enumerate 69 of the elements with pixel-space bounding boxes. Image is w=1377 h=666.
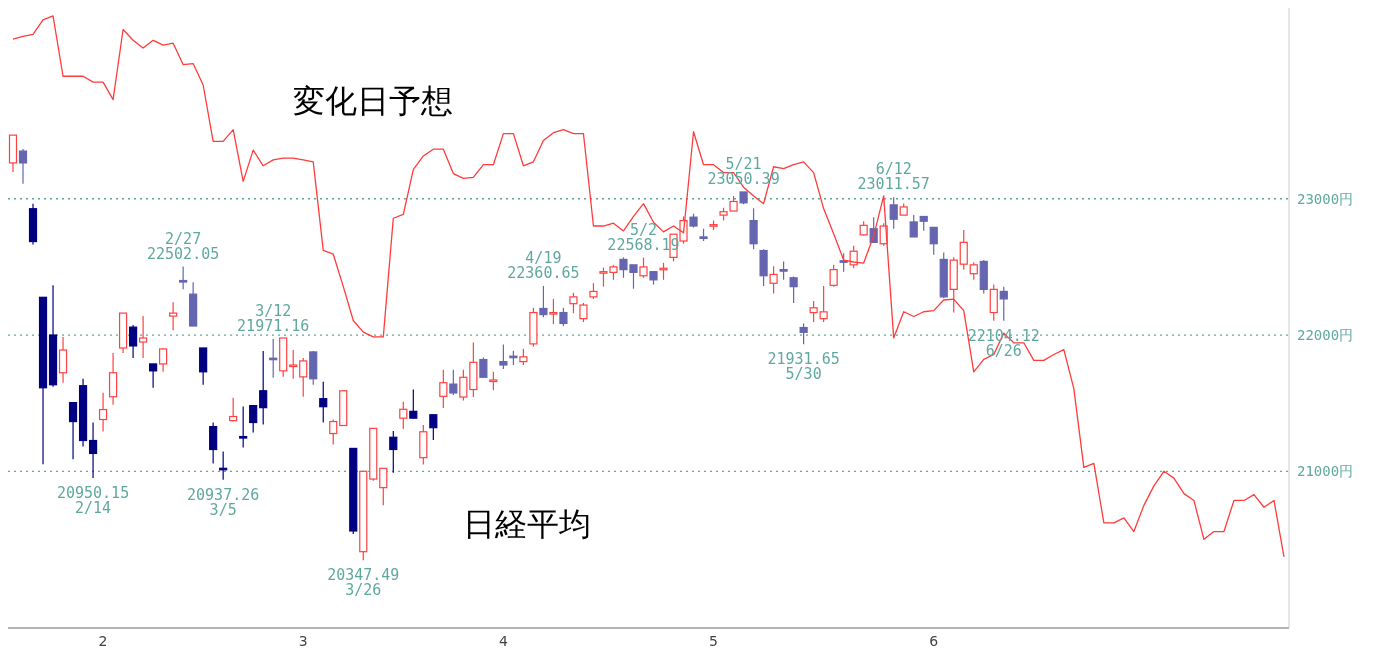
candlestick [489,371,498,391]
candlestick [319,381,328,424]
candlestick [108,352,118,406]
candlestick [249,405,258,434]
candlestick [439,369,448,409]
candlestick [799,322,808,345]
y-tick-label: 21000円 [1297,463,1354,480]
x-tick-label: 3 [298,632,308,649]
series-label: 変化日予想 [293,81,453,122]
candlestick [68,402,78,460]
candlestick [399,401,408,430]
candlestick [769,265,778,295]
candlestick [199,347,208,386]
annotation: 2/27 22502.05 [147,229,220,263]
candlestick [429,414,438,441]
candlestick [569,292,578,314]
candlestick [479,356,488,378]
candlestick [929,226,938,256]
candlestick [559,307,568,327]
candlestick [639,257,648,279]
candlestick [289,349,298,380]
x-tick-label: 2 [98,632,108,649]
annotation: 21931.65 5/30 [767,350,840,384]
x-tick-label: 6 [929,632,939,649]
annotation: 20937.26 3/5 [187,485,260,519]
candlestick [209,421,218,464]
candlestick [239,405,248,449]
candlestick [409,388,418,419]
candlestick [749,207,758,250]
candlestick [379,467,388,506]
candlestick [329,418,338,446]
annotation: 4/19 22360.65 [507,248,580,282]
candlestick [889,196,898,230]
x-tick-label: 5 [709,632,719,649]
candlestick [229,397,238,423]
candlestick [999,286,1008,322]
candlestick [779,260,788,281]
candlestick [139,315,148,359]
candlestick [829,264,838,288]
candlestick [299,357,308,398]
candlestick [149,363,158,389]
candlestick [839,252,848,273]
candlestick [98,392,108,433]
x-tick-label: 4 [498,632,508,649]
candlestick [549,298,558,325]
candlestick [789,275,798,304]
candlestick [449,369,458,396]
candlestick [259,350,268,426]
y-tick-label: 23000円 [1297,190,1354,207]
candlestick [539,285,548,318]
candlestick [959,229,968,271]
candlestick [88,421,98,479]
candlestick [909,214,918,238]
line-series [12,15,1285,558]
candlestick [169,301,178,331]
candlestick [129,324,138,359]
candlestick [18,148,28,185]
candlestick [389,430,398,474]
annotation: 20347.49 3/26 [327,566,400,600]
y-tick-label: 22000円 [1297,327,1354,343]
candlestick [58,336,68,384]
annotation: 3/12 21971.16 [237,301,310,335]
annotation: 6/12 23011.57 [857,160,930,194]
candlestick [989,284,998,322]
candlestick [499,343,508,370]
candlestick [579,302,588,323]
series-label: 日経平均 [463,504,591,545]
candlestick [179,266,188,290]
annotation: 20950.15 2/14 [56,484,130,518]
